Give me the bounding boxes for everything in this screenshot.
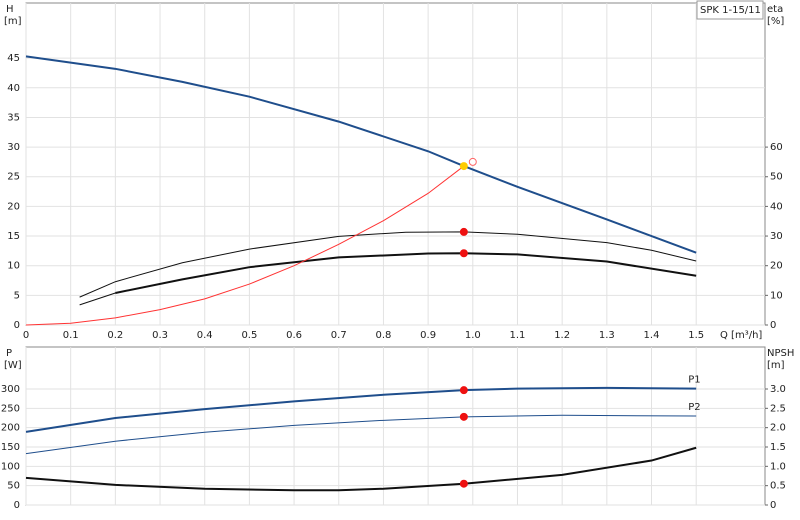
y2-tick-label: 3.0 [770,384,786,395]
operating-point [459,386,468,395]
chart-title: SPK 1-15/11 [700,5,761,16]
x-tick-label: 1.2 [554,330,570,341]
y2-tick-label: 1.0 [770,461,786,472]
y2-tick-label: 1.5 [770,442,786,453]
y2-tick-label: 2.5 [770,403,786,414]
y-tick-label: 150 [1,442,20,453]
curve [79,231,697,298]
y2-tick-label: 0 [770,500,776,511]
y2-tick-label: 60 [770,142,783,153]
y2-tick-label: 0.5 [770,481,786,492]
x-tick-label: 0.8 [375,330,391,341]
curve [25,55,697,254]
x-tick-label: 1.5 [688,330,704,341]
y-tick-label: 0 [14,320,20,331]
y-tick-label: 10 [7,261,20,272]
y-axis-label: P [6,348,12,359]
curve [115,252,697,294]
operating-point [468,157,477,166]
y2-axis-label: eta [767,4,783,15]
x-tick-label: 1.1 [510,330,526,341]
operating-point [459,249,468,258]
operating-point [459,412,468,421]
x-tick-label: 0.3 [152,330,168,341]
y2-tick-label: 40 [770,201,783,212]
plot-frame [25,346,766,506]
y2-tick-label: 50 [770,172,783,183]
x-tick-label: 0 [23,330,29,341]
y-axis-unit: [W] [4,360,22,371]
curve [25,446,697,492]
y-tick-label: 15 [7,231,20,242]
x-tick-label: 1.3 [599,330,615,341]
legend-label: P1 [688,375,700,386]
legend-label: P2 [688,402,700,413]
title-box [696,0,764,20]
y2-tick-label: 30 [770,231,783,242]
y-tick-label: 25 [7,172,20,183]
y-tick-label: 200 [1,423,20,434]
x-tick-label: 1.0 [465,330,481,341]
y2-tick-label: 20 [770,261,783,272]
y-tick-label: 0 [14,500,20,511]
y-tick-label: 30 [7,142,20,153]
x-tick-label: 0.5 [241,330,257,341]
curve [79,292,116,306]
operating-point [459,162,468,171]
y-tick-label: 35 [7,112,20,123]
y-tick-label: 45 [7,53,20,64]
y2-tick-label: 0 [770,320,776,331]
y-tick-label: 40 [7,83,20,94]
y-tick-label: 5 [14,290,20,301]
y-tick-label: 300 [1,384,20,395]
curve [25,386,697,433]
y2-tick-label: 2.0 [770,423,786,434]
y-tick-label: 50 [7,481,20,492]
x-tick-label: 0.9 [420,330,436,341]
y-axis-unit: [m] [4,16,22,27]
x-axis-label: Q [m³/h] [720,330,762,341]
x-tick-label: 0.7 [331,330,347,341]
y2-axis-unit: [m] [767,360,785,371]
y2-axis-unit: [%] [767,16,784,27]
x-tick-label: 0.1 [63,330,79,341]
x-tick-label: 0.6 [286,330,302,341]
y-tick-label: 250 [1,403,20,414]
y-tick-label: 100 [1,461,20,472]
x-tick-label: 1.4 [644,330,660,341]
y2-axis-label: NPSH [767,348,794,359]
y2-tick-label: 10 [770,290,783,301]
y-axis-label: H [6,4,14,15]
curve [25,414,697,455]
operating-point [459,479,468,488]
operating-point [459,227,468,236]
x-tick-label: 0.2 [107,330,123,341]
plot-frame [25,2,766,326]
x-tick-label: 0.4 [197,330,213,341]
y-tick-label: 20 [7,201,20,212]
curve [25,165,465,326]
